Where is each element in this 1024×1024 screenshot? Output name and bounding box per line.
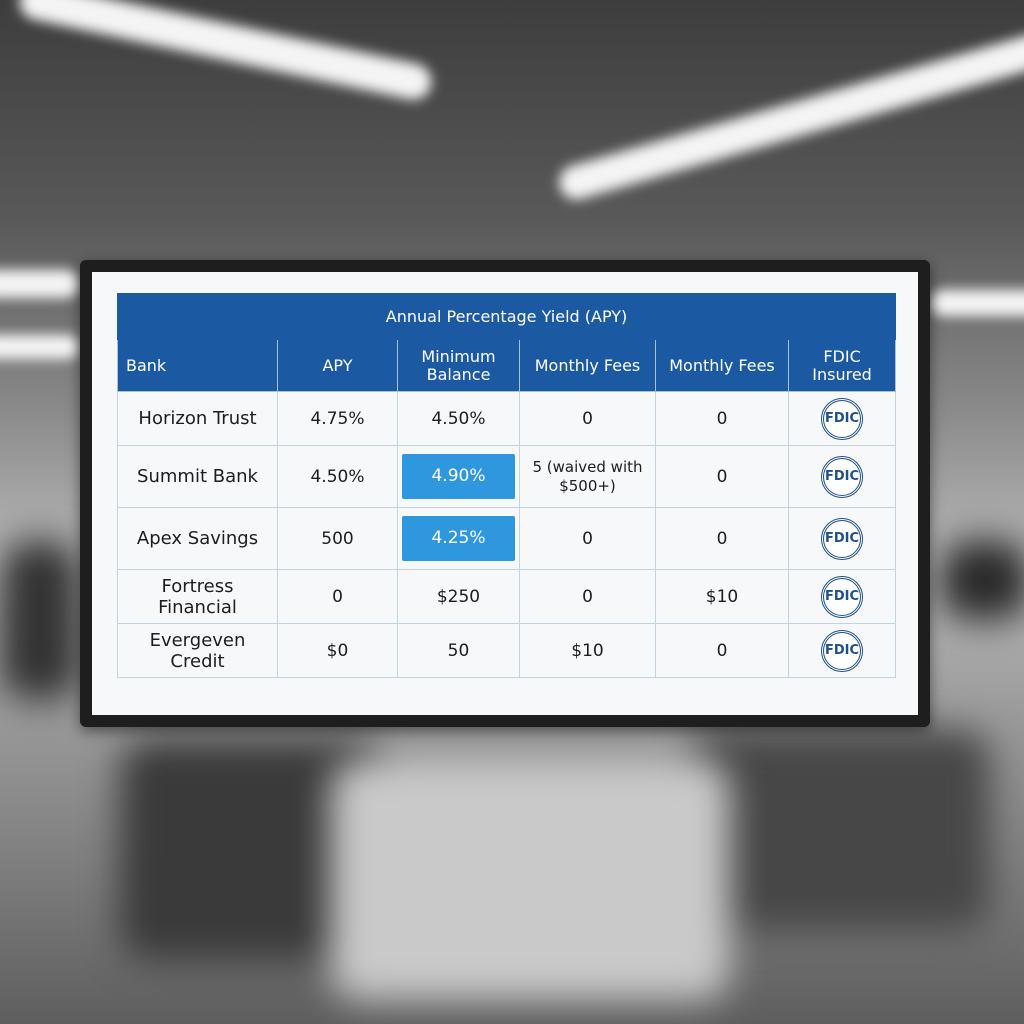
fdic-badge: FDIC [821,517,864,560]
cell: 4.75% [277,391,398,446]
header-cell: Bank [117,339,278,392]
fdic-badge: FDIC [821,397,864,440]
office-shape [940,540,1024,620]
cell: 0 [519,569,656,624]
fdic-badge: FDIC [821,455,864,498]
header-cell: APY [277,339,398,392]
cell: Fortress Financial [117,569,278,624]
cell: 0 [277,569,398,624]
highlight: 4.90% [402,454,515,499]
cell: Apex Savings [117,507,278,570]
cell: 5 (waived with $500+) [519,445,656,508]
cell: 0 [655,507,789,570]
chair [690,730,990,930]
ceiling-light [0,335,80,359]
cell: $10 [655,569,789,624]
cell: FDIC [787,569,897,624]
header-cell: Minimum Balance [397,339,520,392]
fdic-badge: FDIC [821,629,864,672]
cell: $0 [277,623,398,678]
cell: 4.50% [277,445,398,508]
ceiling-light [930,290,1024,316]
cell: 4.25% [397,507,520,570]
cell: FDIC [787,391,897,446]
cell: Horizon Trust [117,391,278,446]
cell: $250 [397,569,520,624]
ceiling-light [0,270,80,298]
cell: FDIC [787,445,897,508]
fdic-badge: FDIC [821,575,864,618]
cell: Evergeven Credit [117,623,278,678]
office-shape [0,540,80,700]
cell: 0 [655,623,789,678]
cell: 50 [397,623,520,678]
cell: 500 [277,507,398,570]
cell: 0 [655,445,789,508]
highlight: 4.25% [402,516,515,561]
cell: $10 [519,623,656,678]
header-cell: Monthly Fees [655,339,789,392]
cell: FDIC [787,507,897,570]
comparison-table: Annual Percentage Yield (APY) Bank APY M… [116,293,897,678]
cell: 0 [519,391,656,446]
header-cell: Monthly Fees [519,339,656,392]
floor [330,760,730,1000]
cell: FDIC [787,623,897,678]
cell: 4.90% [397,445,520,508]
cell: 4.50% [397,391,520,446]
header-cell: FDIC Insured [787,339,897,392]
cell: Summit Bank [117,445,278,508]
table-title: Annual Percentage Yield (APY) [116,293,897,340]
cell: 0 [519,507,656,570]
cell: 0 [655,391,789,446]
